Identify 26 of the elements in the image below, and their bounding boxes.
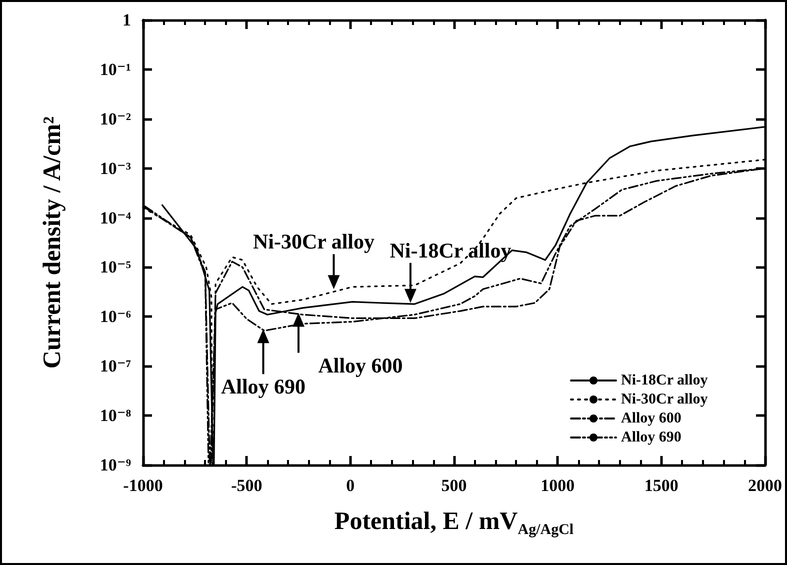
legend-label: Ni-30Cr alloy	[621, 392, 708, 408]
annotation: Ni-18Cr alloy	[390, 238, 512, 262]
x-tick-label: 1000	[540, 476, 575, 495]
y-tick-label: 10⁻⁵	[100, 258, 131, 277]
x-tick-label: 1500	[644, 476, 678, 495]
y-tick-label: 10⁻⁴	[100, 208, 131, 228]
y-axis-title: Current density / A/cm²	[39, 116, 66, 369]
x-tick-label: 2000	[748, 476, 782, 495]
annotation: Alloy 690	[220, 374, 306, 399]
legend-label: Alloy 600	[621, 410, 682, 426]
legend-label: Alloy 690	[621, 430, 682, 446]
annotation: Ni-30Cr alloy	[252, 230, 375, 254]
annotation: Alloy 600	[318, 353, 403, 378]
y-tick-label: 10⁻⁹	[100, 456, 131, 474]
y-tick-label: 10⁻⁷	[100, 356, 131, 376]
x-tick-label: -1000	[123, 476, 163, 495]
y-tick-label: 10⁻²	[100, 109, 131, 128]
y-tick-label: 1	[122, 10, 131, 30]
x-tick-label: -500	[231, 476, 262, 495]
x-tick-label: 0	[346, 476, 355, 495]
y-tick-label: 10⁻³	[100, 158, 131, 178]
legend-label: Ni-18Cr alloy	[621, 372, 708, 388]
y-tick-label: 10⁻¹	[100, 60, 131, 79]
y-tick-label: 10⁻⁶	[100, 307, 131, 326]
x-tick-label: 500	[441, 476, 467, 495]
y-tick-label: 10⁻⁸	[100, 406, 131, 426]
